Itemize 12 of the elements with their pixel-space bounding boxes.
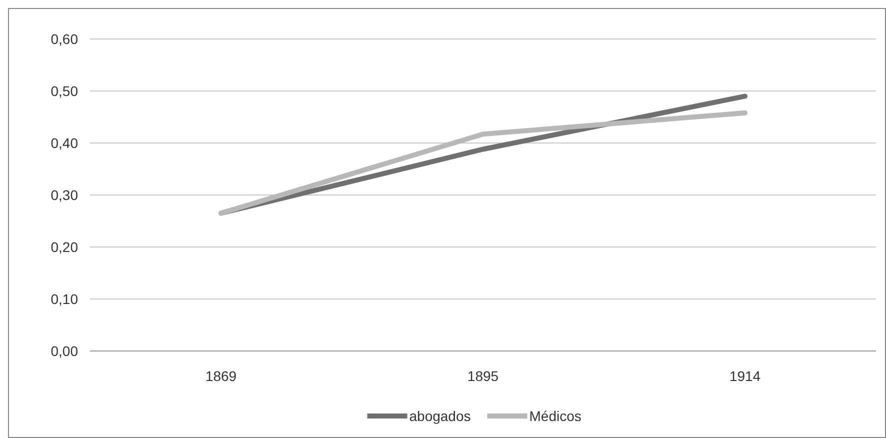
- y-tick-label: 0,10: [50, 290, 78, 307]
- legend-label: abogados: [409, 408, 471, 424]
- x-tick-label: 1895: [467, 368, 499, 384]
- y-tick-label: 0,40: [50, 134, 78, 151]
- x-tick-label: 1914: [729, 368, 761, 384]
- x-tick-label: 1869: [205, 368, 237, 384]
- y-tick-label: 0,30: [50, 186, 78, 203]
- y-tick-label: 0,60: [50, 30, 78, 47]
- y-tick-label: 0,00: [50, 342, 78, 359]
- y-tick-label: 0,50: [50, 82, 78, 99]
- y-tick-label: 0,20: [50, 238, 78, 255]
- legend-label: Médicos: [529, 408, 582, 424]
